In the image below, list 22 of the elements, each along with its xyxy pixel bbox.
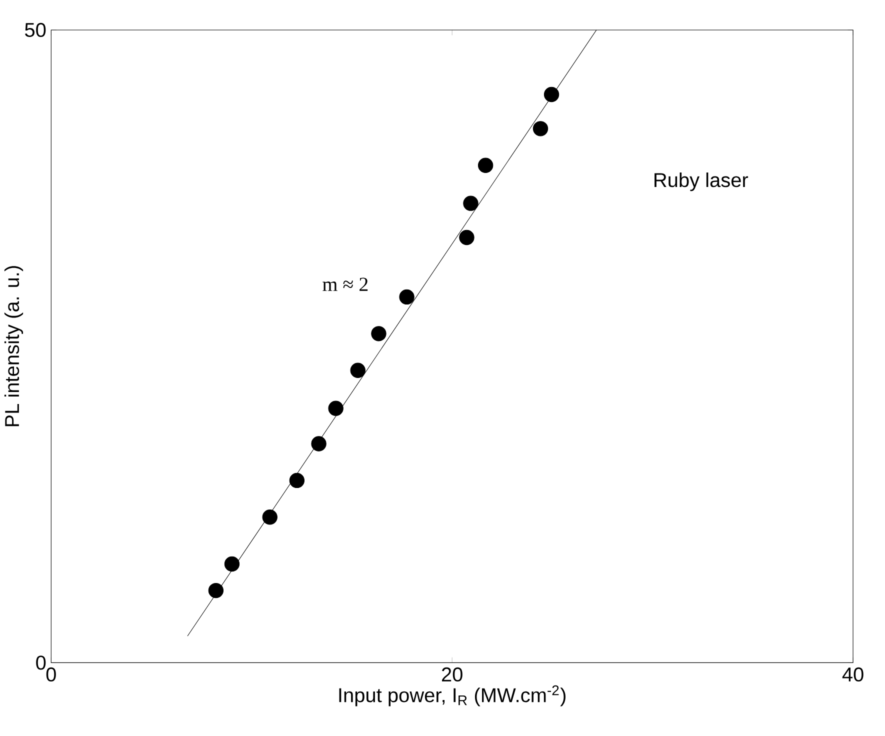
- point: [350, 362, 366, 378]
- x-tick-label: 40: [842, 667, 864, 682]
- y-axis-title: PL intensity (a. u.): [4, 266, 24, 426]
- point: [544, 86, 560, 102]
- point: [224, 556, 240, 572]
- point: [463, 196, 478, 211]
- point: [478, 158, 494, 173]
- point: [262, 510, 278, 525]
- point: [208, 582, 224, 598]
- point: [399, 289, 414, 305]
- point: [371, 326, 386, 342]
- x-tick-label: 20: [442, 667, 462, 682]
- annotation: Ruby laser: [654, 172, 748, 192]
- point: [311, 436, 326, 452]
- annotation: m ≈ 2: [322, 278, 368, 291]
- point: [289, 472, 305, 488]
- y-tick-label: 50: [25, 22, 46, 38]
- point: [328, 400, 344, 416]
- x-axis-title: Input power, I$_{R}$ (MW.cm$^{-2}$): [339, 685, 566, 706]
- point: [532, 121, 548, 136]
- x-tick-label: 0: [46, 667, 56, 682]
- point: [459, 230, 474, 246]
